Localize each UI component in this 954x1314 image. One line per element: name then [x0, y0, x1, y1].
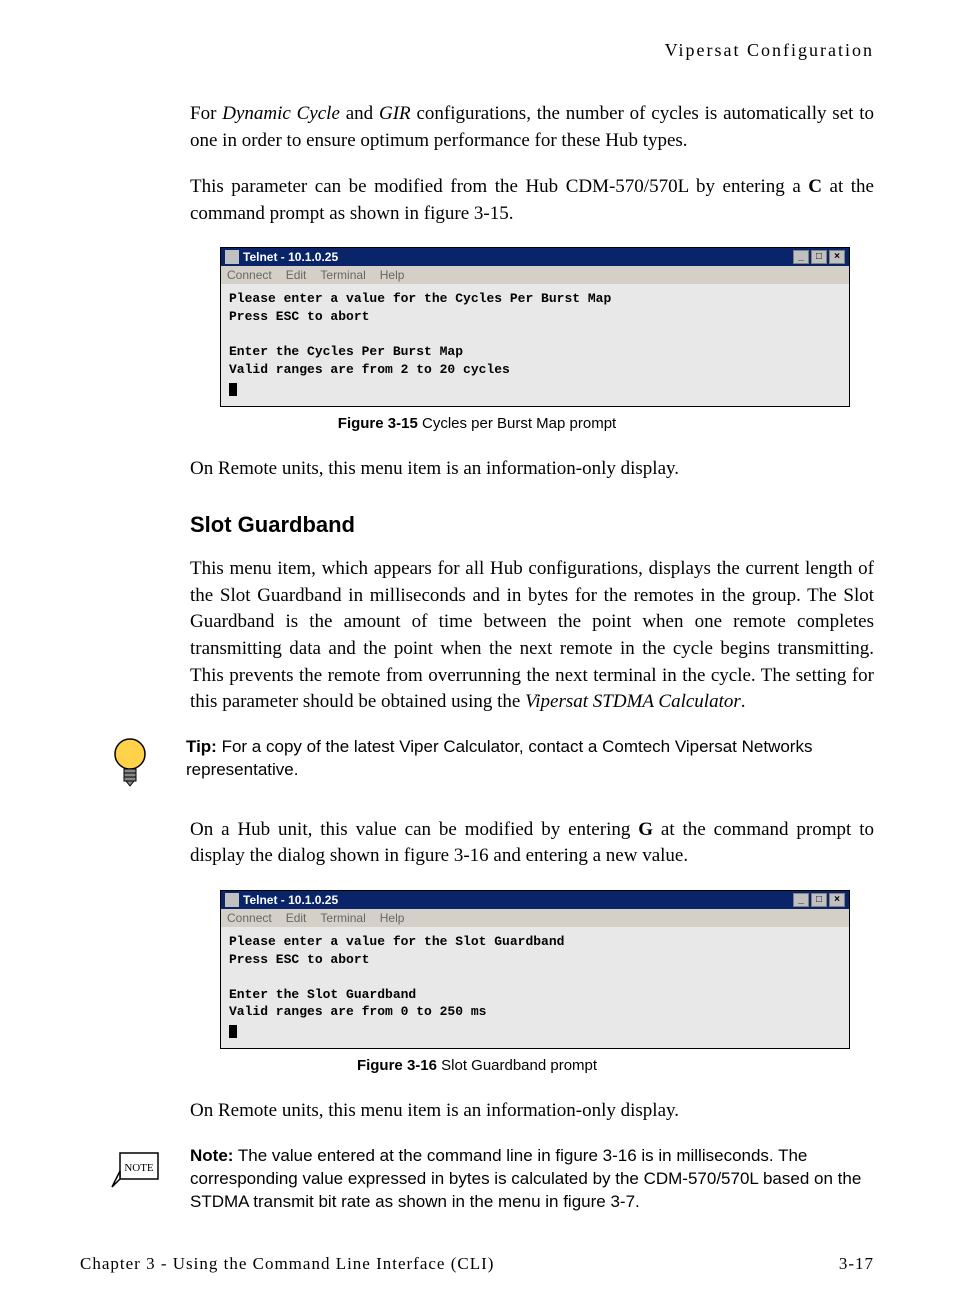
menu-edit[interactable]: Edit: [286, 268, 307, 282]
note-icon: NOTE: [110, 1151, 160, 1196]
note-block: NOTE Note: The value entered at the comm…: [110, 1145, 874, 1214]
tip-body: For a copy of the latest Viper Calculato…: [186, 737, 812, 779]
line: Enter the Cycles Per Burst Map: [229, 344, 463, 359]
line: Please enter a value for the Cycles Per …: [229, 291, 611, 306]
figure-label: Figure 3-16: [357, 1057, 437, 1074]
cursor-icon: [229, 1025, 237, 1038]
paragraph-cdm-command: This parameter can be modified from the …: [190, 174, 874, 227]
figure-text: Cycles per Burst Map prompt: [418, 415, 616, 432]
telnet-menubar: Connect Edit Terminal Help: [221, 909, 849, 927]
text: and: [340, 103, 379, 124]
footer-left: Chapter 3 - Using the Command Line Inter…: [80, 1254, 494, 1274]
key-g: G: [638, 819, 653, 840]
menu-terminal[interactable]: Terminal: [320, 268, 365, 282]
telnet-menubar: Connect Edit Terminal Help: [221, 266, 849, 284]
tip-block: Tip: For a copy of the latest Viper Calc…: [110, 736, 874, 797]
cursor-icon: [229, 383, 237, 396]
figure-caption-3-16: Figure 3-16 Slot Guardband prompt: [80, 1057, 874, 1074]
note-text: Note: The value entered at the command l…: [190, 1145, 874, 1214]
menu-help[interactable]: Help: [380, 268, 405, 282]
window-controls: _ □ ×: [793, 250, 845, 264]
heading-slot-guardband: Slot Guardband: [190, 512, 874, 538]
term-calculator: Vipersat STDMA Calculator: [525, 691, 741, 712]
line: Valid ranges are from 0 to 250 ms: [229, 1004, 486, 1019]
menu-edit[interactable]: Edit: [286, 911, 307, 925]
minimize-button[interactable]: _: [793, 893, 809, 907]
text: This menu item, which appears for all Hu…: [190, 558, 874, 712]
telnet-titlebar: Telnet - 10.1.0.25 _ □ ×: [221, 891, 849, 909]
line: Enter the Slot Guardband: [229, 987, 416, 1002]
text: .: [741, 691, 746, 712]
key-c: C: [808, 176, 822, 197]
page-footer: Chapter 3 - Using the Command Line Inter…: [80, 1254, 874, 1274]
paragraph-remote-info-2: On Remote units, this menu item is an in…: [190, 1098, 874, 1125]
close-button[interactable]: ×: [829, 893, 845, 907]
paragraph-dynamic-cycle: For Dynamic Cycle and GIR configurations…: [190, 101, 874, 154]
paragraph-slot-guardband-desc: This menu item, which appears for all Hu…: [190, 556, 874, 716]
telnet-title: Telnet - 10.1.0.25: [243, 893, 338, 907]
telnet-title: Telnet - 10.1.0.25: [243, 250, 338, 264]
telnet-app-icon: [225, 250, 239, 264]
lightbulb-icon: [110, 736, 150, 797]
footer-right: 3-17: [839, 1254, 874, 1274]
telnet-body: Please enter a value for the Cycles Per …: [221, 284, 849, 405]
line: Press ESC to abort: [229, 309, 369, 324]
titlebar-left: Telnet - 10.1.0.25: [225, 250, 338, 264]
titlebar-left: Telnet - 10.1.0.25: [225, 893, 338, 907]
tip-label: Tip:: [186, 737, 217, 756]
window-controls: _ □ ×: [793, 893, 845, 907]
minimize-button[interactable]: _: [793, 250, 809, 264]
paragraph-hub-g-command: On a Hub unit, this value can be modifie…: [190, 817, 874, 870]
note-icon-text: NOTE: [124, 1162, 154, 1174]
page-header: Vipersat Configuration: [80, 40, 874, 61]
figure-text: Slot Guardband prompt: [437, 1057, 597, 1074]
maximize-button[interactable]: □: [811, 893, 827, 907]
close-button[interactable]: ×: [829, 250, 845, 264]
menu-connect[interactable]: Connect: [227, 911, 272, 925]
telnet-app-icon: [225, 893, 239, 907]
term-dynamic-cycle: Dynamic Cycle: [222, 103, 340, 124]
figure-label: Figure 3-15: [338, 415, 418, 432]
menu-terminal[interactable]: Terminal: [320, 911, 365, 925]
telnet-window-guardband: Telnet - 10.1.0.25 _ □ × Connect Edit Te…: [220, 890, 850, 1049]
maximize-button[interactable]: □: [811, 250, 827, 264]
line: Press ESC to abort: [229, 952, 369, 967]
text: This parameter can be modified from the …: [190, 176, 808, 197]
menu-connect[interactable]: Connect: [227, 268, 272, 282]
line: Valid ranges are from 2 to 20 cycles: [229, 362, 510, 377]
figure-caption-3-15: Figure 3-15 Cycles per Burst Map prompt: [80, 415, 874, 432]
note-label: Note:: [190, 1146, 233, 1165]
telnet-window-cycles: Telnet - 10.1.0.25 _ □ × Connect Edit Te…: [220, 247, 850, 406]
telnet-titlebar: Telnet - 10.1.0.25 _ □ ×: [221, 248, 849, 266]
line: Please enter a value for the Slot Guardb…: [229, 934, 564, 949]
telnet-body: Please enter a value for the Slot Guardb…: [221, 927, 849, 1048]
text: For: [190, 103, 222, 124]
menu-help[interactable]: Help: [380, 911, 405, 925]
term-gir: GIR: [379, 103, 411, 124]
tip-text: Tip: For a copy of the latest Viper Calc…: [186, 736, 874, 782]
paragraph-remote-info-1: On Remote units, this menu item is an in…: [190, 456, 874, 483]
note-body: The value entered at the command line in…: [190, 1146, 861, 1211]
text: On a Hub unit, this value can be modifie…: [190, 819, 638, 840]
